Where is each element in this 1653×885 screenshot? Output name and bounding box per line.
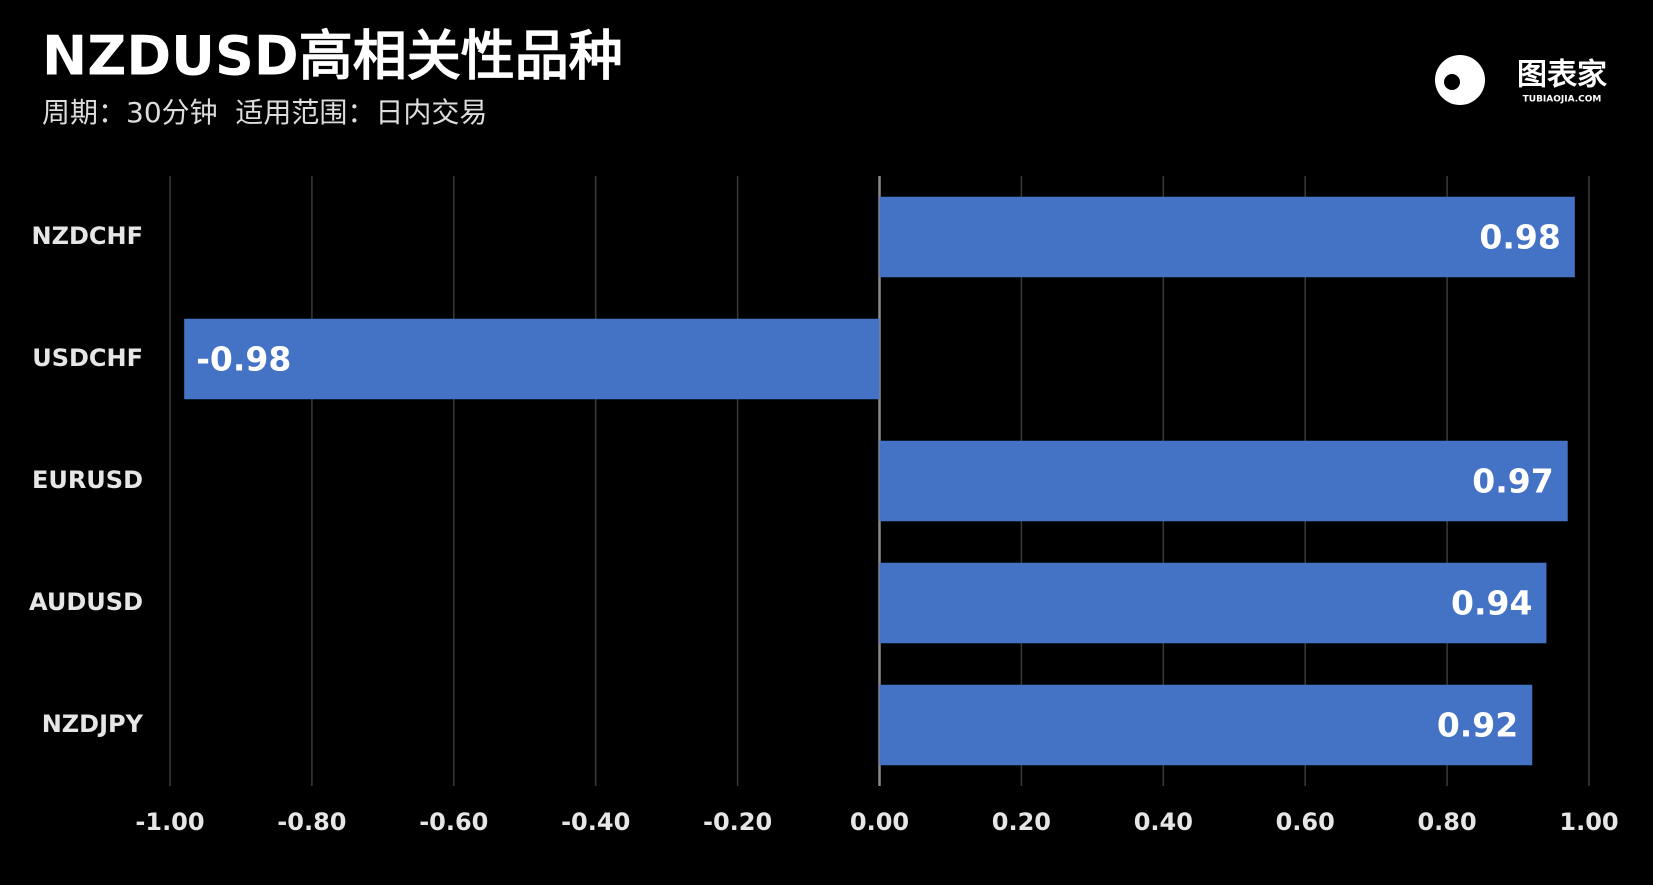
value-label: -0.98 [196, 340, 291, 379]
bar [879, 562, 1547, 644]
chart-title: NZDUSD高相关性品种 [42, 25, 623, 88]
logo: 图表家 TUBIAOJIA.COM [1435, 55, 1607, 105]
value-label: 0.92 [1437, 706, 1518, 745]
x-tick-label: -0.60 [419, 808, 488, 836]
y-tick-label: NZDCHF [31, 222, 143, 250]
y-tick-label: NZDJPY [42, 710, 144, 738]
x-tick-label: 0.00 [850, 808, 909, 836]
bar [879, 440, 1568, 522]
x-tick-label: 1.00 [1559, 808, 1618, 836]
value-label: 0.97 [1472, 462, 1553, 501]
x-tick-label: 0.60 [1276, 808, 1335, 836]
value-label: 0.98 [1479, 218, 1560, 257]
bar [879, 684, 1533, 766]
logo-icon-eye [1444, 74, 1460, 90]
y-tick-label: AUDUSD [29, 588, 143, 616]
logo-text: 图表家 [1517, 58, 1607, 93]
value-label: 0.94 [1451, 584, 1532, 623]
x-tick-label: -0.80 [277, 808, 346, 836]
x-tick-label: 0.40 [1134, 808, 1193, 836]
logo-icon [1435, 55, 1485, 105]
x-tick-label: -0.20 [703, 808, 772, 836]
y-tick-label: EURUSD [32, 466, 143, 494]
bar [184, 318, 880, 400]
chart-subtitle: 周期：30分钟 适用范围：日内交易 [42, 96, 487, 129]
bar [879, 196, 1575, 278]
x-tick-label: -1.00 [135, 808, 204, 836]
y-tick-label: USDCHF [32, 344, 143, 372]
x-tick-label: 0.80 [1417, 808, 1476, 836]
x-tick-label: -0.40 [561, 808, 630, 836]
x-tick-label: 0.20 [992, 808, 1051, 836]
logo-subtext: TUBIAOJIA.COM [1523, 95, 1602, 105]
